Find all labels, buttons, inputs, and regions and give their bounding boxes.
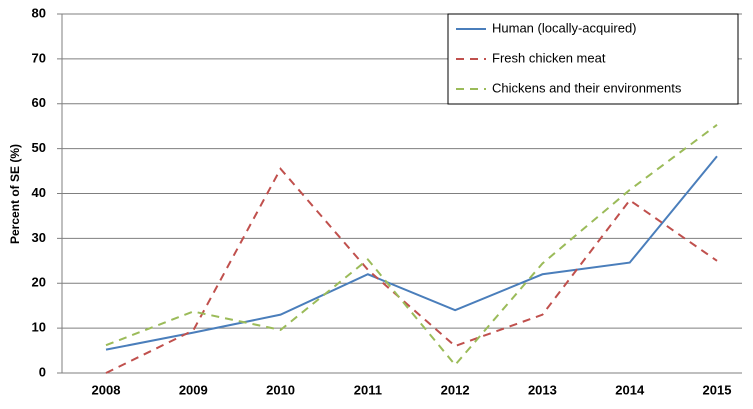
x-tick-label: 2012 [441, 382, 470, 397]
x-tick-label: 2014 [615, 382, 645, 397]
y-tick-label: 70 [32, 50, 46, 65]
y-tick-label: 50 [32, 140, 46, 155]
y-tick-label: 40 [32, 185, 46, 200]
y-tick-label: 10 [32, 320, 46, 335]
x-tick-label: 2013 [528, 382, 557, 397]
series-line [105, 167, 718, 374]
x-tick-label: 2009 [179, 382, 208, 397]
y-tick-label: 80 [32, 5, 46, 20]
legend-label: Human (locally-acquired) [492, 20, 637, 35]
series-line [105, 124, 718, 367]
series-line [105, 155, 718, 351]
x-tick-label: 2011 [354, 382, 382, 397]
y-axis-title: Percent of SE (%) [8, 144, 22, 244]
x-tick-label: 2008 [92, 382, 121, 397]
legend-label: Chickens and their environments [492, 80, 682, 95]
y-tick-label: 0 [39, 364, 46, 379]
y-tick-label: 30 [32, 230, 46, 245]
y-tick-label: 60 [32, 95, 46, 110]
x-tick-label: 2010 [266, 382, 295, 397]
legend-box [447, 13, 739, 105]
legend-label: Fresh chicken meat [492, 50, 606, 65]
y-tick-label: 20 [32, 275, 46, 290]
x-tick-label: 2015 [703, 382, 732, 397]
